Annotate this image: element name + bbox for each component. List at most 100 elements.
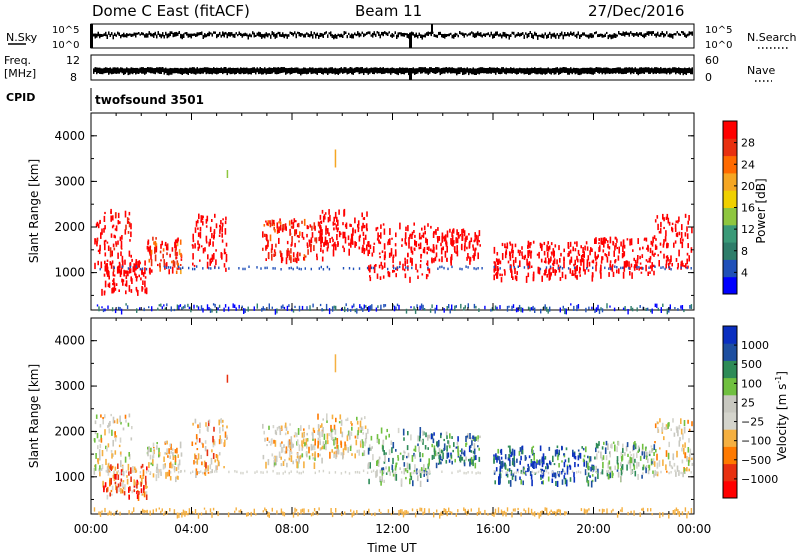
freq-sample <box>388 68 390 74</box>
echo-cell <box>612 508 614 512</box>
echo-cell <box>111 466 113 470</box>
echo-cell <box>579 471 582 474</box>
echo-cell <box>650 309 652 313</box>
nsky-gap-marker <box>90 24 93 48</box>
nsky-sample <box>438 31 440 36</box>
echo-cell <box>587 462 589 470</box>
echo-cell <box>137 494 140 501</box>
nsky-sample <box>105 31 107 37</box>
colorbar-segment <box>723 412 737 430</box>
freq-sample <box>402 67 404 74</box>
echo-cell <box>419 507 421 512</box>
nsky-sample <box>372 32 374 38</box>
nsky-sample <box>163 35 165 39</box>
echo-cell <box>194 227 197 233</box>
echo-cell <box>108 275 110 280</box>
echo-cell <box>448 304 450 309</box>
echo-cell <box>505 471 508 477</box>
echo-cell <box>380 427 383 434</box>
echo-cell <box>451 234 454 241</box>
nsky-sample <box>625 31 627 35</box>
echo-cell <box>246 470 248 474</box>
echo-cell <box>395 273 397 278</box>
freq-sample <box>406 67 408 73</box>
echo-cell <box>417 435 419 442</box>
echo-cell <box>392 269 394 273</box>
echo-cell <box>128 510 130 515</box>
colorbar-segment <box>723 259 737 278</box>
echo-cell <box>673 432 676 437</box>
echo-cell <box>534 307 536 313</box>
echo-cell <box>127 267 130 270</box>
echo-cell <box>218 439 221 445</box>
echo-cell <box>451 511 453 515</box>
echo-cell <box>519 447 522 452</box>
echo-cell <box>303 257 305 261</box>
echo-cell <box>579 452 582 459</box>
echo-cell <box>278 425 280 429</box>
echo-cell <box>282 472 284 475</box>
echo-cell <box>332 249 335 257</box>
echo-cell <box>167 266 170 269</box>
freq-sample <box>100 68 102 75</box>
echo-cell <box>663 436 665 441</box>
freq-sample <box>99 67 101 74</box>
echo-cell <box>266 222 268 226</box>
echo-cell <box>421 234 423 238</box>
echo-cell <box>139 475 142 479</box>
nsky-sample <box>297 31 299 34</box>
echo-cell <box>559 307 561 313</box>
freq-sample <box>157 67 159 74</box>
echo-cell <box>268 512 270 518</box>
echo-cell <box>322 469 325 473</box>
echo-cell <box>395 462 397 468</box>
echo-cell <box>378 239 380 242</box>
nsky-sample <box>457 34 459 38</box>
echo-cell <box>597 468 599 474</box>
echo-cell <box>218 419 220 426</box>
echo-cell <box>456 441 459 445</box>
echo-cell <box>132 266 135 273</box>
freq-sample <box>370 67 372 73</box>
echo-cell <box>205 225 208 228</box>
echo-cell <box>122 427 125 431</box>
freq-sample <box>187 68 189 75</box>
echo-cell <box>128 250 131 257</box>
echo-cell <box>608 460 611 465</box>
echo-cell <box>616 446 618 453</box>
freq-sample <box>367 68 369 75</box>
echo-cell <box>686 467 688 472</box>
echo-cell <box>205 422 207 427</box>
echo-cell <box>128 267 131 274</box>
echo-cell <box>690 304 693 310</box>
echo-cell <box>307 249 309 255</box>
echo-cell <box>124 414 127 419</box>
echo-cell <box>675 507 678 512</box>
echo-cell <box>107 425 109 428</box>
echo-cell <box>283 224 285 231</box>
echo-cell <box>608 470 610 473</box>
nsky-sample <box>354 32 356 36</box>
echo-cell <box>418 446 420 453</box>
echo-cell <box>536 253 539 256</box>
echo-cell <box>550 509 552 512</box>
echo-cell <box>504 254 507 259</box>
echo-cell <box>158 452 161 457</box>
echo-cell <box>115 243 118 247</box>
echo-cell <box>646 247 648 250</box>
echo-cell <box>394 243 397 247</box>
nsky-sample <box>139 33 141 36</box>
echo-cell <box>144 280 146 288</box>
echo-cell <box>616 469 619 472</box>
echo-cell <box>105 469 107 473</box>
echo-cell <box>557 471 560 474</box>
echo-cell <box>443 508 445 513</box>
echo-cell <box>187 513 189 516</box>
freq-sample <box>243 67 245 75</box>
echo-cell <box>406 445 409 451</box>
echo-cell <box>676 267 679 270</box>
echo-cell <box>275 455 278 462</box>
echo-cell <box>621 464 624 472</box>
echo-cell <box>121 235 123 240</box>
nsky-sample <box>202 34 204 39</box>
